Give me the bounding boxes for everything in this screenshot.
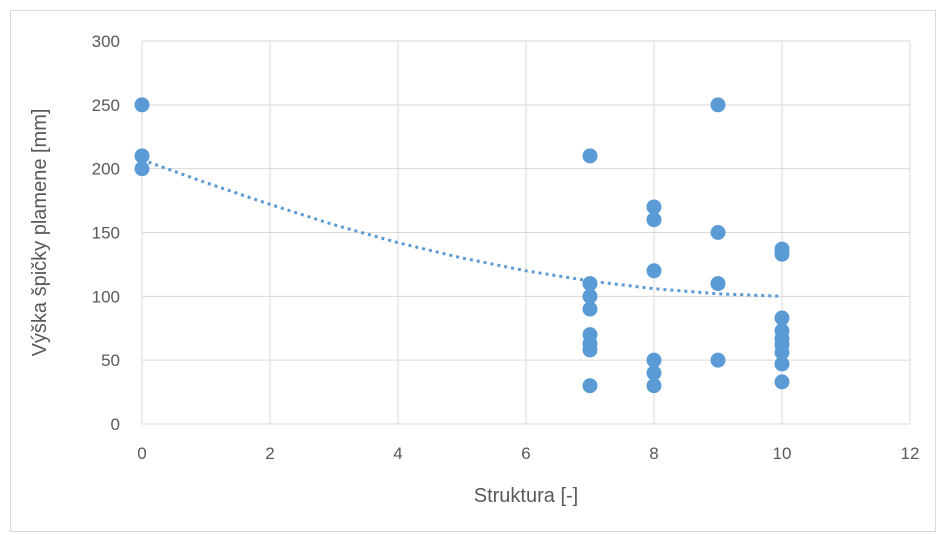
data-point bbox=[582, 378, 598, 394]
x-tick-label: 12 bbox=[901, 444, 920, 463]
data-point bbox=[774, 310, 790, 326]
data-point bbox=[134, 161, 150, 177]
data-point bbox=[646, 352, 662, 368]
data-point bbox=[774, 246, 790, 262]
data-point bbox=[710, 225, 726, 240]
x-tick-label: 2 bbox=[265, 444, 274, 463]
y-tick-label: 200 bbox=[92, 160, 120, 179]
y-tick-label: 150 bbox=[92, 224, 120, 243]
y-tick-label: 0 bbox=[111, 415, 120, 434]
y-tick-label: 300 bbox=[92, 32, 120, 51]
data-point bbox=[646, 199, 662, 215]
trendline bbox=[141, 158, 783, 298]
data-point bbox=[774, 374, 790, 390]
data-point bbox=[774, 356, 790, 372]
data-point bbox=[134, 148, 150, 164]
x-tick-label: 4 bbox=[393, 444, 402, 463]
data-point bbox=[710, 276, 726, 292]
gridlines bbox=[141, 40, 911, 425]
data-point bbox=[582, 148, 598, 164]
data-point bbox=[646, 378, 662, 394]
data-point bbox=[582, 288, 598, 304]
data-point bbox=[134, 97, 150, 113]
y-tick-label: 50 bbox=[101, 351, 120, 370]
x-tick-label: 10 bbox=[773, 444, 792, 463]
data-point bbox=[582, 301, 598, 317]
y-tick-labels: 0 50 100 150 200 250 300 bbox=[92, 32, 120, 434]
y-tick-label: 100 bbox=[92, 287, 120, 306]
y-axis-title: Výška špičky plamene [mm] bbox=[29, 109, 51, 357]
data-points bbox=[134, 97, 790, 394]
data-point bbox=[710, 97, 726, 113]
x-tick-labels: 0 2 4 6 8 10 12 bbox=[137, 444, 919, 463]
x-tick-label: 0 bbox=[137, 444, 146, 463]
x-axis-title: Struktura [-] bbox=[474, 485, 578, 507]
y-tick-label: 250 bbox=[92, 96, 120, 115]
data-point bbox=[646, 263, 662, 279]
data-point bbox=[582, 342, 598, 358]
data-point bbox=[646, 365, 662, 381]
x-tick-label: 6 bbox=[521, 444, 530, 463]
data-point bbox=[774, 345, 790, 361]
x-tick-label: 8 bbox=[649, 444, 658, 463]
data-point bbox=[646, 212, 662, 228]
data-point bbox=[582, 276, 598, 292]
data-point bbox=[710, 352, 726, 368]
